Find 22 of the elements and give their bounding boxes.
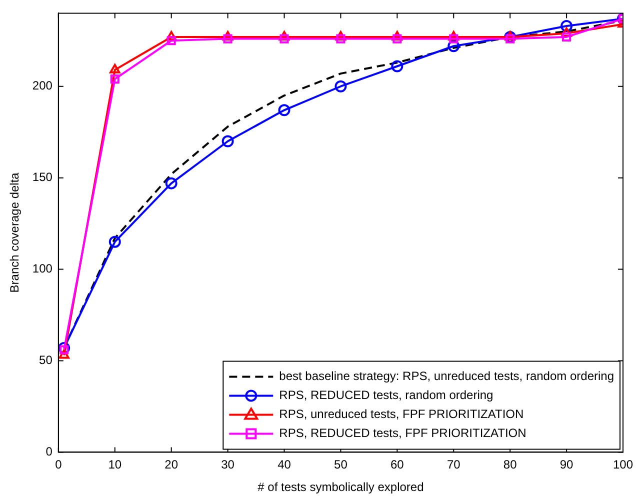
x-tick-label: 90 [560, 458, 574, 472]
x-tick-label: 80 [503, 458, 518, 472]
x-tick-label: 30 [221, 458, 235, 472]
x-tick-label: 50 [334, 458, 348, 472]
x-tick-label: 10 [108, 458, 122, 472]
y-tick-label: 50 [39, 353, 53, 368]
x-tick-label: 0 [55, 458, 62, 472]
legend-label: RPS, REDUCED tests, random ordering [279, 388, 494, 402]
x-tick-label: 20 [164, 458, 178, 472]
y-tick-label: 200 [32, 78, 53, 93]
legend-label: RPS, unreduced tests, FPF PRIORITIZATION [279, 407, 524, 422]
x-tick-label: 70 [446, 458, 461, 472]
x-tick-label: 100 [612, 458, 634, 472]
y-tick-label: 0 [46, 444, 53, 459]
x-tick-label: 60 [390, 458, 404, 472]
y-tick-label: 150 [32, 170, 53, 184]
legend-label: best baseline strategy: RPS, unreduced tests, random ordering [279, 369, 614, 384]
x-axis-title: # of tests symbolically explored [258, 480, 424, 494]
legend-label: RPS, REDUCED tests, FPF PRIORITIZATION [279, 426, 526, 440]
y-tick-label: 100 [32, 262, 53, 276]
x-tick-label: 40 [278, 458, 292, 472]
y-axis-title: Branch coverage delta [8, 172, 22, 293]
